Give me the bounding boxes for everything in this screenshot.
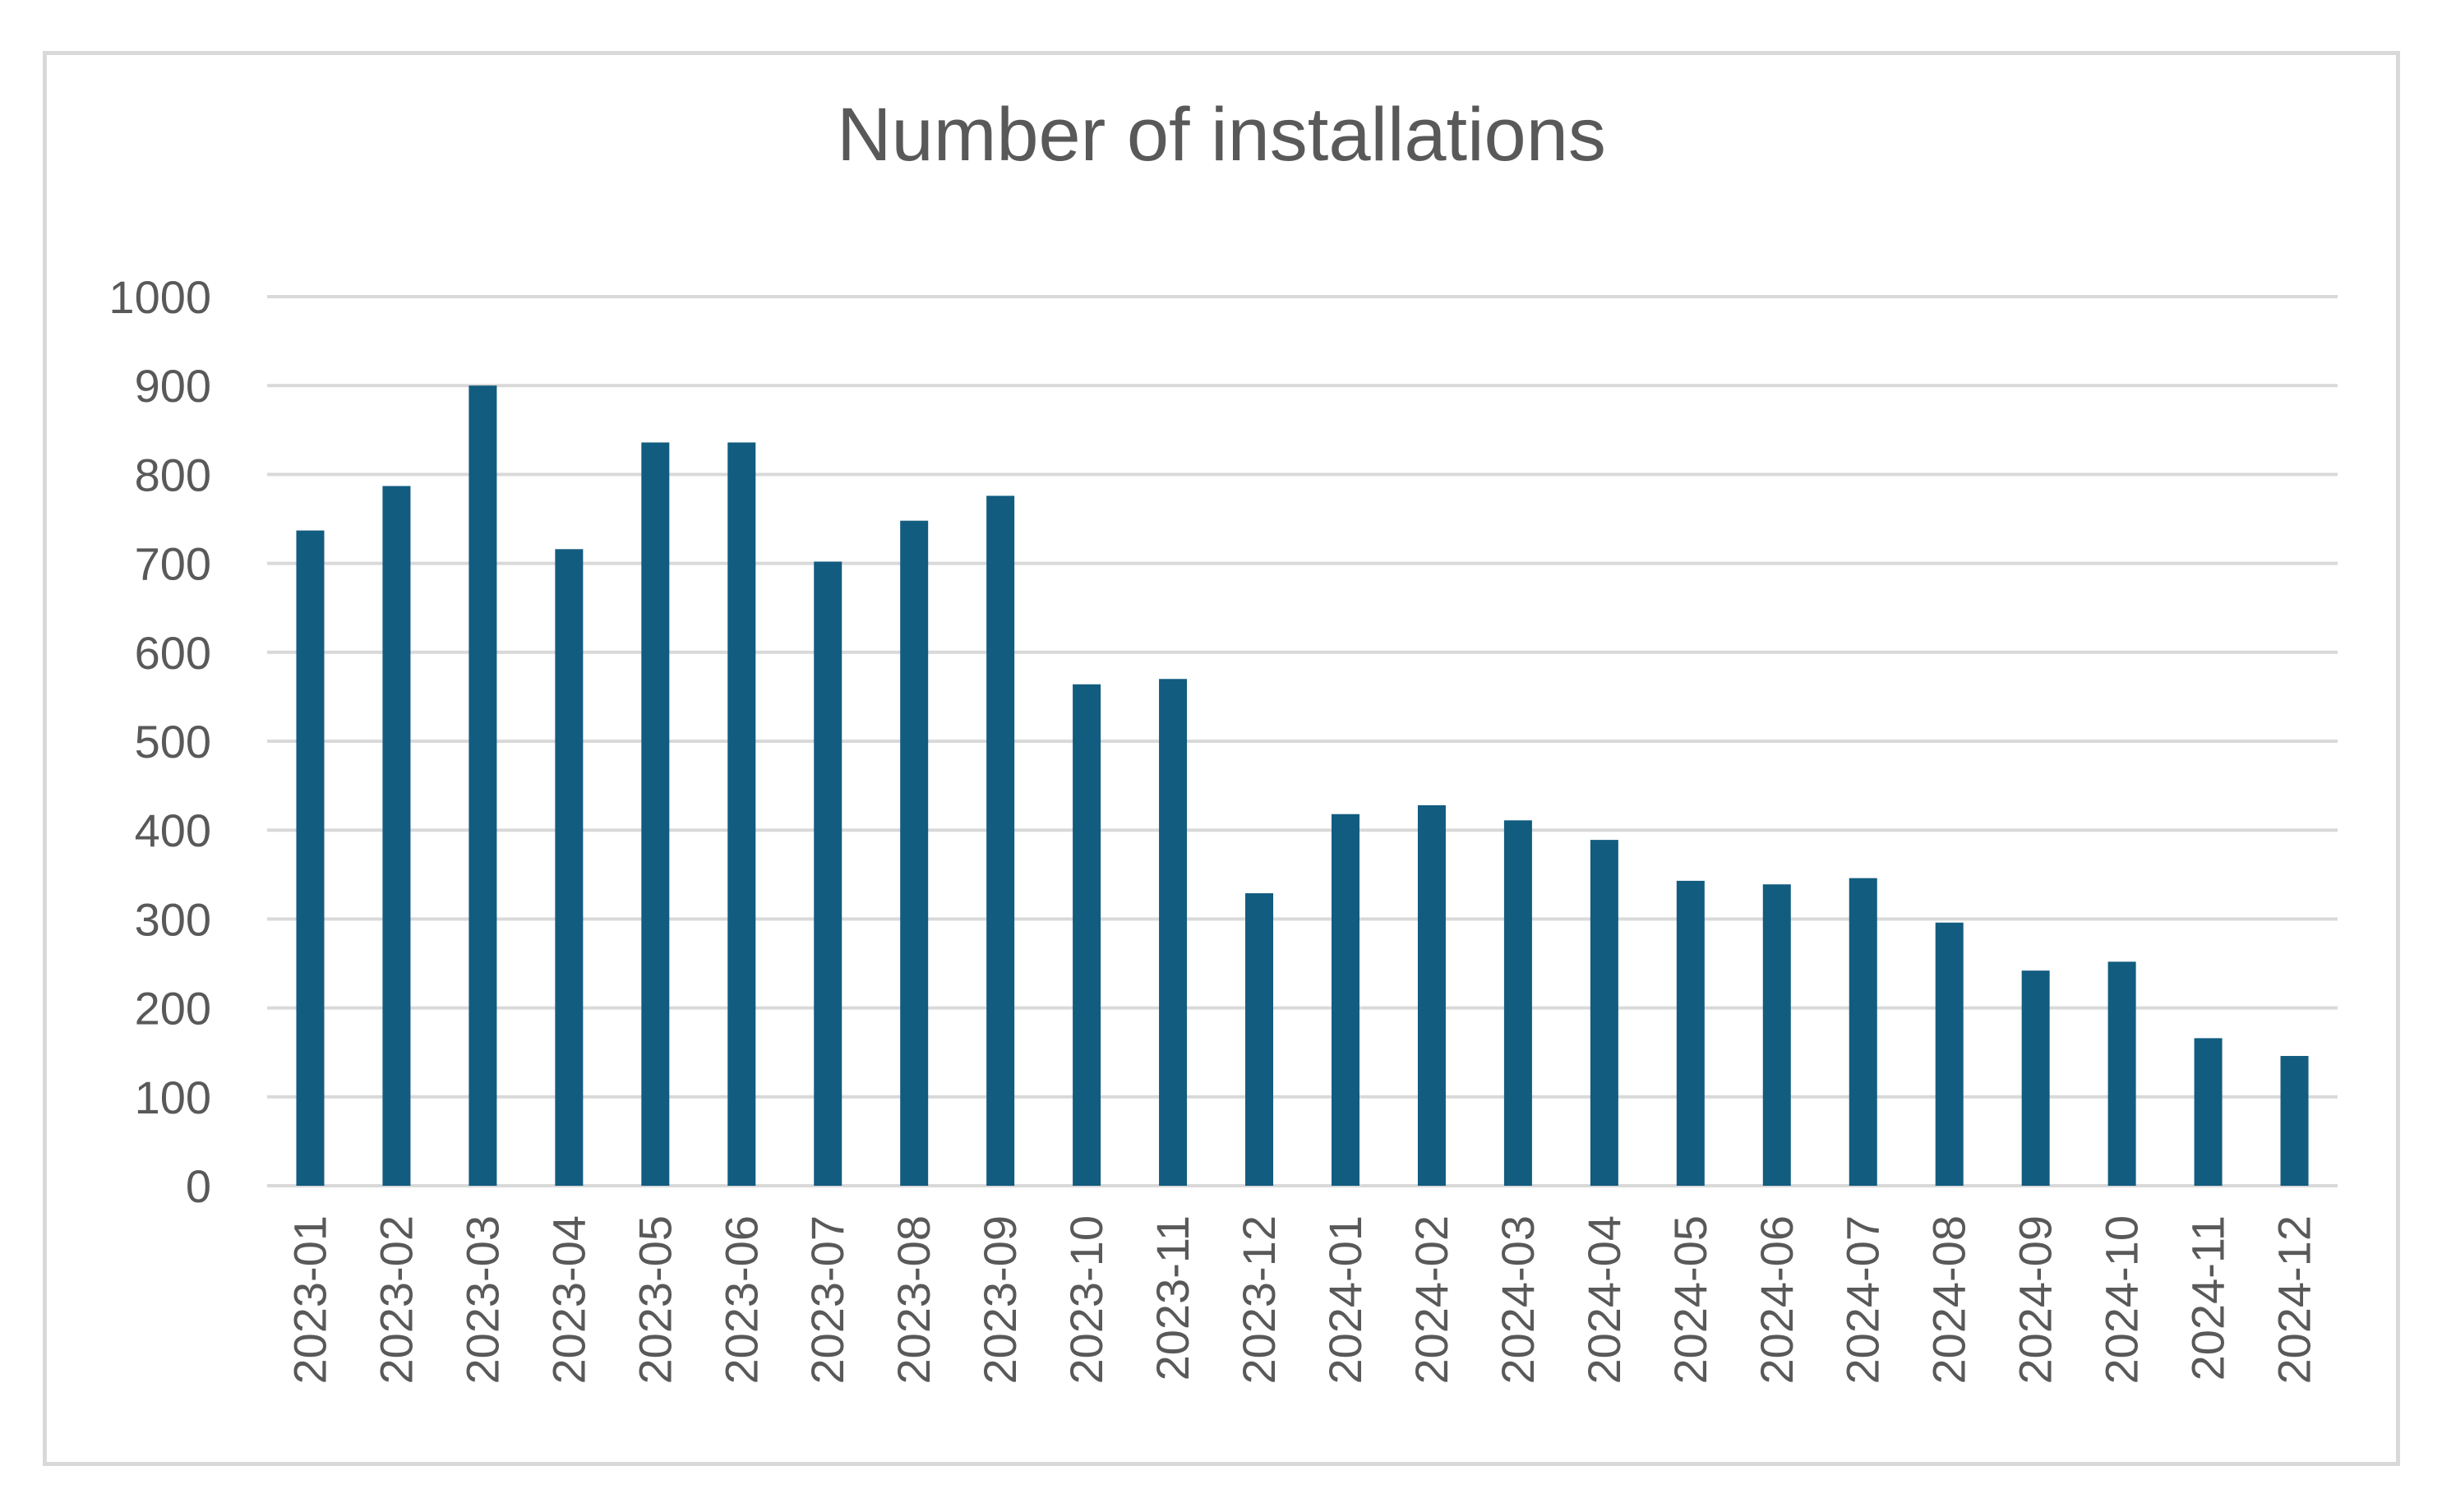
bar bbox=[1245, 893, 1274, 1186]
y-tick-label: 700 bbox=[135, 538, 211, 590]
y-axis-tick-labels: 0 100 200 300 400 500 600 700 800 900 1000 bbox=[108, 271, 211, 1212]
bar bbox=[1762, 884, 1791, 1186]
bar bbox=[900, 520, 929, 1186]
bar bbox=[727, 442, 756, 1186]
y-tick-label: 300 bbox=[135, 893, 211, 945]
y-tick-label: 100 bbox=[135, 1072, 211, 1123]
bar bbox=[986, 496, 1015, 1186]
x-tick-label: 2024-03 bbox=[1492, 1215, 1544, 1385]
x-tick-label: 2023-12 bbox=[1233, 1215, 1285, 1385]
x-tick-label: 2023-10 bbox=[1060, 1215, 1112, 1385]
y-tick-label: 0 bbox=[186, 1160, 211, 1212]
bar bbox=[2194, 1038, 2223, 1186]
bar bbox=[641, 442, 670, 1186]
x-tick-label: 2023-01 bbox=[284, 1215, 335, 1385]
y-tick-label: 200 bbox=[135, 983, 211, 1035]
y-tick-label: 600 bbox=[135, 627, 211, 679]
x-tick-label: 2023-06 bbox=[715, 1215, 767, 1385]
bar bbox=[2021, 970, 2050, 1186]
bar bbox=[1935, 922, 1964, 1186]
x-tick-label: 2023-05 bbox=[629, 1215, 681, 1385]
bars bbox=[296, 385, 2309, 1186]
chart-title: Number of installations bbox=[837, 93, 1606, 177]
y-tick-label: 1000 bbox=[108, 271, 211, 323]
x-tick-label: 2024-06 bbox=[1751, 1215, 1803, 1385]
x-tick-label: 2023-11 bbox=[1147, 1215, 1198, 1381]
x-tick-label: 2023-03 bbox=[456, 1215, 508, 1385]
y-tick-label: 900 bbox=[135, 360, 211, 412]
bar bbox=[1417, 804, 1446, 1186]
y-tick-label: 500 bbox=[135, 716, 211, 768]
bar bbox=[296, 530, 325, 1186]
chart-frame: Number of installations 0 100 200 300 400 500… bbox=[43, 51, 2400, 1466]
x-axis-tick-labels: 2023-01 2023-02 2023-03 2023-04 2023-05 2023-… bbox=[284, 1215, 2320, 1385]
gridlines bbox=[267, 295, 2338, 1187]
x-tick-label: 2024-09 bbox=[2010, 1215, 2061, 1385]
x-tick-label: 2024-04 bbox=[1578, 1215, 1630, 1385]
bar bbox=[382, 486, 411, 1186]
x-tick-label: 2024-01 bbox=[1319, 1215, 1371, 1385]
y-tick-label: 400 bbox=[135, 804, 211, 856]
x-tick-label: 2024-07 bbox=[1837, 1215, 1889, 1385]
bar bbox=[1073, 684, 1101, 1186]
bar-chart: Number of installations 0 100 200 300 400 500… bbox=[108, 93, 2338, 1385]
bar bbox=[2280, 1056, 2309, 1186]
bar bbox=[1159, 679, 1188, 1186]
x-tick-label: 2023-08 bbox=[888, 1215, 939, 1385]
x-tick-label: 2024-05 bbox=[1664, 1215, 1716, 1385]
bar bbox=[1676, 880, 1705, 1186]
bar bbox=[555, 549, 584, 1186]
x-tick-label: 2024-12 bbox=[2269, 1215, 2320, 1385]
bar bbox=[1503, 820, 1532, 1186]
x-tick-label: 2023-09 bbox=[974, 1215, 1026, 1385]
bar bbox=[814, 561, 842, 1186]
bar bbox=[2107, 961, 2136, 1186]
x-tick-label: 2024-02 bbox=[1406, 1215, 1457, 1385]
bar bbox=[469, 385, 497, 1186]
y-tick-label: 800 bbox=[135, 449, 211, 500]
bar bbox=[1331, 814, 1359, 1186]
bar bbox=[1590, 840, 1618, 1186]
bar bbox=[1849, 878, 1877, 1186]
x-tick-label: 2023-04 bbox=[542, 1215, 594, 1385]
x-tick-label: 2024-11 bbox=[2182, 1215, 2234, 1381]
x-tick-label: 2023-07 bbox=[801, 1215, 853, 1385]
x-tick-label: 2024-08 bbox=[1923, 1215, 1975, 1385]
x-tick-label: 2023-02 bbox=[370, 1215, 422, 1385]
x-tick-label: 2024-10 bbox=[2096, 1215, 2148, 1385]
